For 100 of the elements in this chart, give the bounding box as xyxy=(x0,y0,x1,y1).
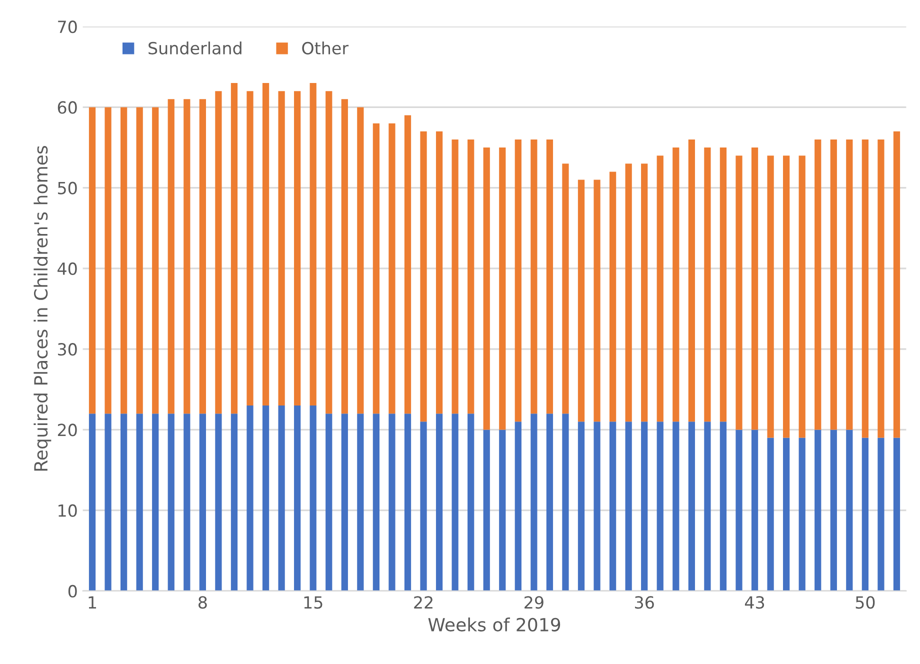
legend-label: Other xyxy=(302,42,349,54)
x-tick-label: 1 xyxy=(88,596,96,608)
bar xyxy=(751,148,758,430)
bar xyxy=(104,107,112,414)
bar xyxy=(372,414,380,591)
bar xyxy=(783,156,790,438)
bar xyxy=(672,422,680,591)
legend-label: Sunderland xyxy=(148,42,242,54)
bar xyxy=(530,414,538,591)
bar xyxy=(215,91,222,414)
bar xyxy=(704,148,711,422)
x-tick-label: 8 xyxy=(198,596,207,609)
bar xyxy=(767,438,774,591)
bar xyxy=(736,430,742,591)
bar xyxy=(436,414,443,591)
bar xyxy=(594,180,600,422)
bar xyxy=(436,131,443,414)
bar xyxy=(878,438,884,591)
bar xyxy=(609,172,616,422)
bar xyxy=(562,414,569,591)
x-tick-label: 22 xyxy=(414,596,432,608)
bar xyxy=(199,99,206,414)
bar xyxy=(798,156,806,438)
bar xyxy=(483,148,490,430)
bar xyxy=(215,414,222,591)
bar xyxy=(609,422,616,591)
bar xyxy=(294,406,301,591)
bar xyxy=(326,414,332,591)
bar xyxy=(372,123,380,414)
bar xyxy=(468,414,474,591)
bar xyxy=(357,414,364,591)
bar xyxy=(751,430,758,591)
bar xyxy=(862,139,868,438)
y-tick-label: 60 xyxy=(58,101,77,114)
y-tick-label: 0 xyxy=(68,584,77,598)
y-tick-label: 20 xyxy=(58,424,77,436)
bar xyxy=(893,438,900,591)
bar xyxy=(420,422,427,591)
bar xyxy=(688,422,695,591)
bar xyxy=(546,139,554,414)
bar xyxy=(104,414,112,591)
bar xyxy=(814,139,822,430)
bar xyxy=(168,99,174,414)
bar xyxy=(562,164,569,414)
y-tick-label: 70 xyxy=(58,20,77,34)
bar xyxy=(120,414,128,591)
bar xyxy=(278,91,285,406)
bar xyxy=(88,107,96,414)
x-tick-label: 29 xyxy=(524,596,544,609)
bar xyxy=(514,422,522,591)
bar xyxy=(310,83,316,406)
bar xyxy=(152,107,159,414)
bar xyxy=(310,406,316,591)
y-tick-label: 40 xyxy=(58,262,77,276)
y-tick-label: 50 xyxy=(58,182,77,194)
bar xyxy=(136,414,143,591)
bar xyxy=(546,414,554,591)
bar xyxy=(294,91,301,406)
bar xyxy=(420,131,427,422)
bar xyxy=(246,406,254,591)
bar xyxy=(814,430,822,591)
x-tick-label: 50 xyxy=(856,596,875,609)
bar xyxy=(656,156,664,422)
bar xyxy=(499,148,506,430)
x-tick-label: 36 xyxy=(635,596,654,609)
bar xyxy=(499,430,506,591)
bar xyxy=(326,91,332,414)
bar xyxy=(578,422,585,591)
bar xyxy=(262,406,270,591)
bar xyxy=(625,164,632,422)
bar xyxy=(514,139,522,422)
bar xyxy=(783,438,790,591)
y-tick-label: 10 xyxy=(58,504,77,517)
y-axis-title: Required Places in Children's homes xyxy=(34,146,52,471)
bar xyxy=(404,115,412,414)
bar xyxy=(452,139,458,414)
bar xyxy=(704,422,711,591)
bar xyxy=(388,123,396,414)
bar xyxy=(893,131,900,438)
bar xyxy=(846,139,853,430)
x-axis-title: Weeks of 2019 xyxy=(428,618,560,632)
bar xyxy=(404,414,412,591)
y-tick-label: 30 xyxy=(58,343,77,356)
bar xyxy=(830,139,837,430)
bar xyxy=(357,107,364,414)
bar xyxy=(230,414,238,591)
bar xyxy=(278,406,285,591)
bar xyxy=(578,180,585,422)
bar xyxy=(688,139,695,422)
bar xyxy=(468,139,474,414)
bar xyxy=(656,422,664,591)
bar xyxy=(878,139,884,438)
bar xyxy=(246,91,254,406)
bar xyxy=(341,414,348,591)
bar xyxy=(230,83,238,414)
x-tick-label: 43 xyxy=(744,596,764,609)
bar xyxy=(736,156,742,430)
bar xyxy=(625,422,632,591)
bar xyxy=(452,414,458,591)
bar xyxy=(641,422,648,591)
